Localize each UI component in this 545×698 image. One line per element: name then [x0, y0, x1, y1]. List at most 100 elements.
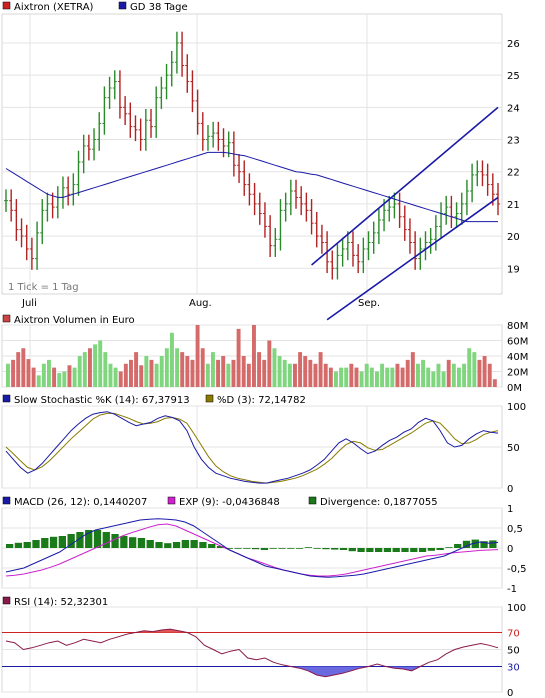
- volume-bar: [67, 365, 72, 387]
- divergence-bar: [93, 530, 102, 548]
- volume-bar: [410, 352, 415, 387]
- price-y-tick: 20: [507, 232, 520, 243]
- volume-bar: [323, 363, 328, 387]
- divergence-bar: [120, 536, 128, 548]
- volume-bar: [426, 367, 431, 387]
- volume-bar: [211, 352, 215, 387]
- divergence-bar: [137, 538, 146, 548]
- divergence-bar: [313, 548, 321, 549]
- divergence-bar: [375, 548, 383, 552]
- divergence-bar: [304, 547, 312, 548]
- rsi-legend: RSI (14): 52,32301: [2, 596, 108, 608]
- divergence-bar: [436, 548, 444, 550]
- volume-bar: [477, 359, 482, 387]
- stoch-k-legend-label: Slow Stochastic %K (14): 67,37913: [14, 395, 190, 406]
- volume-bar: [293, 363, 297, 387]
- volume-bar: [154, 363, 159, 387]
- volume-bar: [359, 371, 364, 387]
- divergence-bar: [199, 542, 207, 548]
- divergence-bar: [32, 540, 40, 548]
- macd-legend: MACD (26, 12): 0,1440207 EXP (9): -0,043…: [2, 496, 438, 508]
- volume-bar: [164, 348, 169, 387]
- divergence-bar: [339, 548, 348, 550]
- divergence-bar: [243, 548, 251, 549]
- volume-bar: [349, 363, 354, 387]
- volume-y-tick: 20M: [507, 368, 528, 379]
- divergence-bar: [357, 548, 365, 552]
- divergence-legend-label: Divergence: 0,1877055: [320, 497, 438, 508]
- divergence-bar: [58, 536, 66, 548]
- volume-bar: [400, 367, 405, 387]
- volume-bar: [313, 363, 318, 387]
- volume-bar: [200, 348, 205, 387]
- stoch-y-tick: 0: [507, 484, 513, 495]
- divergence-bar: [427, 548, 435, 551]
- volume-y-tick: 80M: [507, 321, 528, 332]
- volume-bar: [11, 359, 16, 387]
- divergence-bar: [401, 548, 409, 552]
- volume-bar: [236, 328, 241, 387]
- volume-bar: [328, 367, 333, 387]
- volume-legend: Aixtron Volumen in Euro: [2, 314, 135, 326]
- volume-bar: [159, 356, 164, 387]
- divergence-bar: [410, 548, 418, 552]
- volume-bar: [62, 371, 67, 387]
- volume-bar: [6, 363, 10, 387]
- divergence-bar: [348, 548, 356, 552]
- divergence-bar: [462, 540, 471, 548]
- volume-bar: [98, 340, 103, 387]
- stoch-d-line: [5, 412, 499, 484]
- x-tick-aug: Aug.: [189, 298, 212, 309]
- moving-average-line: [5, 151, 498, 223]
- macd-line: [5, 518, 499, 578]
- stoch-d-legend-swatch: [205, 394, 214, 403]
- volume-bar: [287, 363, 292, 387]
- volume-bar: [246, 363, 251, 387]
- macd-y-tick: 0,5: [507, 524, 523, 535]
- volume-bar: [226, 363, 231, 387]
- volume-bar: [457, 367, 461, 387]
- volume-bar: [405, 359, 410, 387]
- volume-bar: [431, 371, 436, 387]
- volume-bar: [262, 359, 267, 387]
- divergence-bar: [225, 548, 233, 549]
- volume-bar: [318, 352, 323, 387]
- x-tick-juli: Juli: [21, 298, 37, 309]
- divergence-bar: [322, 548, 330, 550]
- volume-bar: [170, 332, 174, 387]
- gd-legend-label: GD 38 Tage: [130, 2, 188, 13]
- stoch-y-tick: 100: [507, 402, 526, 413]
- divergence-bar: [146, 540, 154, 548]
- volume-bar: [472, 352, 477, 387]
- stoch-d-legend-label: %D (3): 72,14782: [217, 395, 306, 406]
- volume-bar: [272, 348, 277, 387]
- volume-bar: [492, 379, 497, 387]
- x-tick-sep: Sep.: [358, 298, 380, 309]
- volume-bar: [139, 365, 144, 387]
- volume-bar: [421, 359, 426, 387]
- volume-bar: [118, 371, 123, 387]
- volume-bar: [298, 352, 303, 387]
- volume-bar: [221, 356, 226, 387]
- divergence-bar: [445, 547, 453, 548]
- divergence-bar: [278, 548, 286, 549]
- divergence-bar: [269, 548, 277, 549]
- volume-y-tick: 0M: [507, 383, 522, 394]
- divergence-bar: [471, 539, 479, 548]
- volume-bar: [308, 359, 313, 387]
- volume-layer: [6, 325, 497, 387]
- divergence-bar: [252, 548, 260, 550]
- macd-layer: [5, 518, 499, 578]
- volume-bar: [380, 363, 385, 387]
- volume-y-tick: 40M: [507, 352, 528, 363]
- macd-y-tick: -0,5: [507, 564, 527, 575]
- volume-bar: [385, 367, 390, 387]
- volume-bar: [487, 363, 492, 387]
- volume-bar: [441, 371, 446, 387]
- volume-bar: [52, 367, 57, 387]
- divergence-bar: [41, 538, 49, 548]
- volume-bar: [16, 352, 21, 387]
- volume-y-tick: 60M: [507, 337, 528, 348]
- divergence-bar: [190, 540, 198, 548]
